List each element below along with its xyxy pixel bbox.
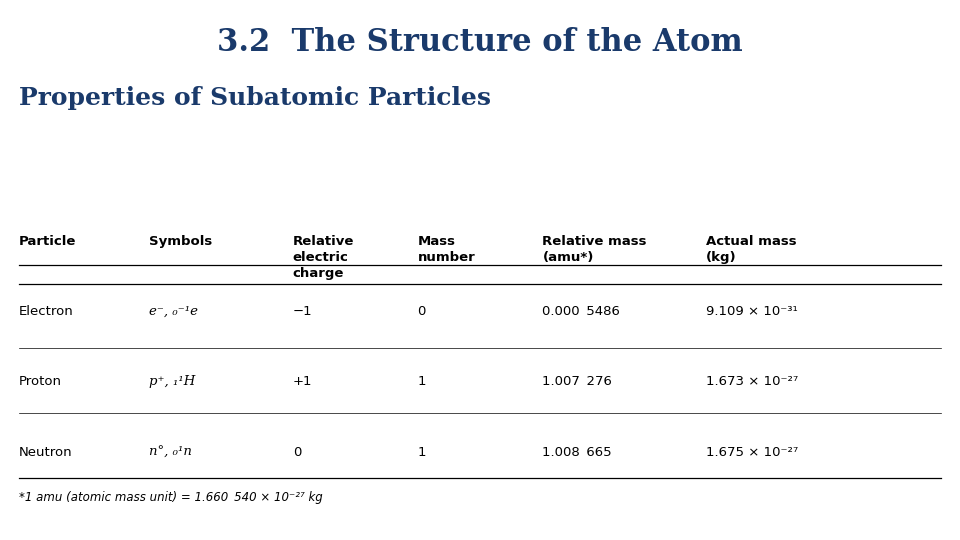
Text: 1: 1 [418, 375, 426, 388]
Text: Neutron: Neutron [19, 446, 73, 458]
Text: +1: +1 [293, 375, 312, 388]
Text: 1: 1 [418, 446, 426, 458]
Text: 1.673 × 10⁻²⁷: 1.673 × 10⁻²⁷ [706, 375, 798, 388]
Text: Actual mass
(kg): Actual mass (kg) [706, 235, 796, 264]
Text: 9.109 × 10⁻³¹: 9.109 × 10⁻³¹ [706, 305, 798, 318]
Text: Relative mass
(amu*): Relative mass (amu*) [542, 235, 647, 264]
Text: −1: −1 [293, 305, 312, 318]
Text: Mass
number: Mass number [418, 235, 475, 264]
Text: 0.000 5486: 0.000 5486 [542, 305, 620, 318]
Text: p⁺, ₁¹H: p⁺, ₁¹H [149, 375, 195, 388]
Text: 0: 0 [293, 446, 301, 458]
Text: Relative
electric
charge: Relative electric charge [293, 235, 354, 280]
Text: 3.2  The Structure of the Atom: 3.2 The Structure of the Atom [217, 27, 743, 58]
Text: 0: 0 [418, 305, 426, 318]
Text: Electron: Electron [19, 305, 74, 318]
Text: Particle: Particle [19, 235, 77, 248]
Text: Proton: Proton [19, 375, 62, 388]
Text: *1 amu (atomic mass unit) = 1.660 540 × 10⁻²⁷ kg: *1 amu (atomic mass unit) = 1.660 540 × … [19, 491, 323, 504]
Text: Symbols: Symbols [149, 235, 212, 248]
Text: 1.675 × 10⁻²⁷: 1.675 × 10⁻²⁷ [706, 446, 798, 458]
Text: e⁻, ₀⁻¹e: e⁻, ₀⁻¹e [149, 305, 198, 318]
Text: 1.008 665: 1.008 665 [542, 446, 612, 458]
Text: Properties of Subatomic Particles: Properties of Subatomic Particles [19, 86, 492, 110]
Text: n°, ₀¹n: n°, ₀¹n [149, 446, 192, 458]
Text: 1.007 276: 1.007 276 [542, 375, 612, 388]
